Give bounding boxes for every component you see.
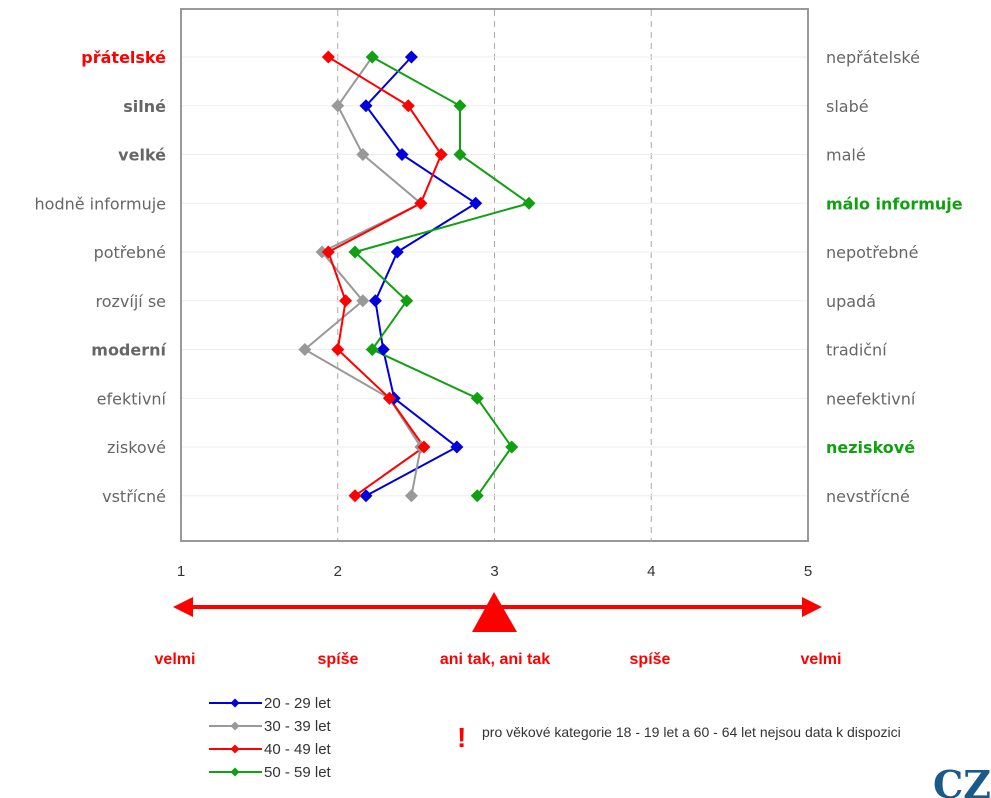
right-pole-label: nevstřícné	[826, 487, 910, 506]
data-point	[404, 489, 418, 503]
left-pole-label: rozvíjí se	[96, 292, 166, 311]
scale-label: spíše	[630, 651, 671, 668]
data-point	[359, 99, 373, 113]
left-pole-label: potřebné	[94, 243, 166, 262]
data-point	[417, 440, 431, 454]
right-pole-label: upadá	[826, 292, 876, 311]
data-point	[395, 148, 409, 161]
left-pole-label: velké	[118, 146, 166, 165]
legend-label: 20 - 29 let	[264, 695, 332, 712]
x-tick-label: 2	[334, 563, 342, 580]
data-point	[400, 294, 414, 308]
x-tick-labels: 1 2 3 4 5	[177, 563, 812, 580]
legend-marker	[230, 721, 240, 731]
legend-label: 50 - 59 let	[264, 764, 332, 781]
left-arrowhead	[173, 597, 193, 617]
data-point	[522, 196, 536, 210]
data-point	[470, 489, 484, 503]
left-pole-label: vstřícné	[102, 487, 166, 506]
data-point	[414, 196, 428, 210]
right-pole-label: málo informuje	[826, 194, 963, 213]
right-arrowhead	[802, 597, 822, 617]
scale-label: velmi	[801, 651, 842, 668]
data-point	[470, 391, 484, 405]
data-point	[298, 343, 312, 356]
legend-marker	[230, 767, 240, 777]
scale-label: velmi	[155, 651, 196, 668]
left-pole-label: moderní	[91, 341, 167, 360]
left-pole-label: přátelské	[81, 48, 166, 67]
series-markers	[298, 50, 536, 503]
right-pole-labels: nepřátelské slabé malé málo informuje nepotř…	[826, 48, 963, 506]
series-line	[353, 56, 532, 497]
right-pole-label: slabé	[826, 97, 869, 116]
midpoint-triangle-icon	[472, 592, 517, 632]
right-pole-label: nepřátelské	[826, 48, 920, 67]
data-point	[434, 148, 448, 161]
data-point	[450, 440, 464, 454]
data-point	[404, 50, 418, 64]
data-point	[390, 245, 404, 259]
right-pole-label: neefektivní	[826, 389, 916, 408]
data-point	[339, 294, 353, 308]
right-pole-label: tradiční	[826, 341, 887, 360]
legend: 20 - 29 let 30 - 39 let 40 - 49 let 50 - 59…	[209, 695, 332, 781]
note-text: pro věkové kategorie 18 - 19 let a 60 - …	[482, 724, 901, 740]
data-point	[348, 245, 362, 259]
series-line	[303, 56, 423, 496]
scale-label: ani tak, ani tak	[440, 651, 550, 668]
legend-marker	[230, 744, 240, 754]
data-point	[321, 245, 335, 259]
gridlines	[337, 10, 652, 540]
data-point	[368, 294, 382, 308]
data-point	[453, 99, 467, 113]
legend-marker	[230, 698, 240, 708]
exclamation-icon: !	[457, 722, 466, 753]
data-point	[382, 391, 396, 405]
data-point	[469, 196, 483, 210]
left-pole-label: silné	[123, 97, 166, 116]
left-pole-label: efektivní	[97, 389, 167, 408]
series-line	[364, 56, 478, 497]
note: ! pro věkové kategorie 18 - 19 let a 60 …	[457, 722, 901, 753]
legend-label: 30 - 39 let	[264, 718, 332, 735]
left-pole-label: hodně informuje	[35, 194, 166, 213]
data-point	[356, 148, 370, 161]
series-lines	[303, 56, 532, 497]
right-pole-label: malé	[826, 146, 866, 165]
data-point	[331, 343, 345, 356]
data-point	[376, 343, 390, 356]
data-point	[321, 50, 335, 64]
scale-arrow	[173, 592, 822, 632]
data-point	[356, 294, 370, 308]
scale-labels: velmi spíše ani tak, ani tak spíše velmi	[155, 651, 842, 668]
x-tick-label: 3	[490, 563, 498, 580]
left-pole-labels: přátelské silné velké hodně informuje potřeb…	[35, 48, 168, 506]
right-pole-label: nepotřebné	[826, 243, 918, 262]
data-point	[365, 50, 379, 64]
data-point	[359, 489, 373, 503]
data-point	[401, 99, 415, 113]
x-tick-label: 1	[177, 563, 185, 580]
data-point	[453, 148, 467, 161]
data-point	[505, 440, 519, 454]
series-line	[327, 56, 443, 497]
x-tick-label: 4	[647, 563, 655, 580]
right-pole-label: neziskové	[826, 438, 915, 457]
logo: CZ	[933, 762, 991, 798]
data-point	[348, 489, 362, 503]
x-tick-label: 5	[804, 563, 812, 580]
data-point	[365, 343, 379, 356]
legend-label: 40 - 49 let	[264, 741, 332, 758]
data-point	[331, 99, 345, 113]
row-lines	[182, 56, 807, 497]
scale-label: spíše	[318, 651, 359, 668]
left-pole-label: ziskové	[107, 438, 166, 457]
